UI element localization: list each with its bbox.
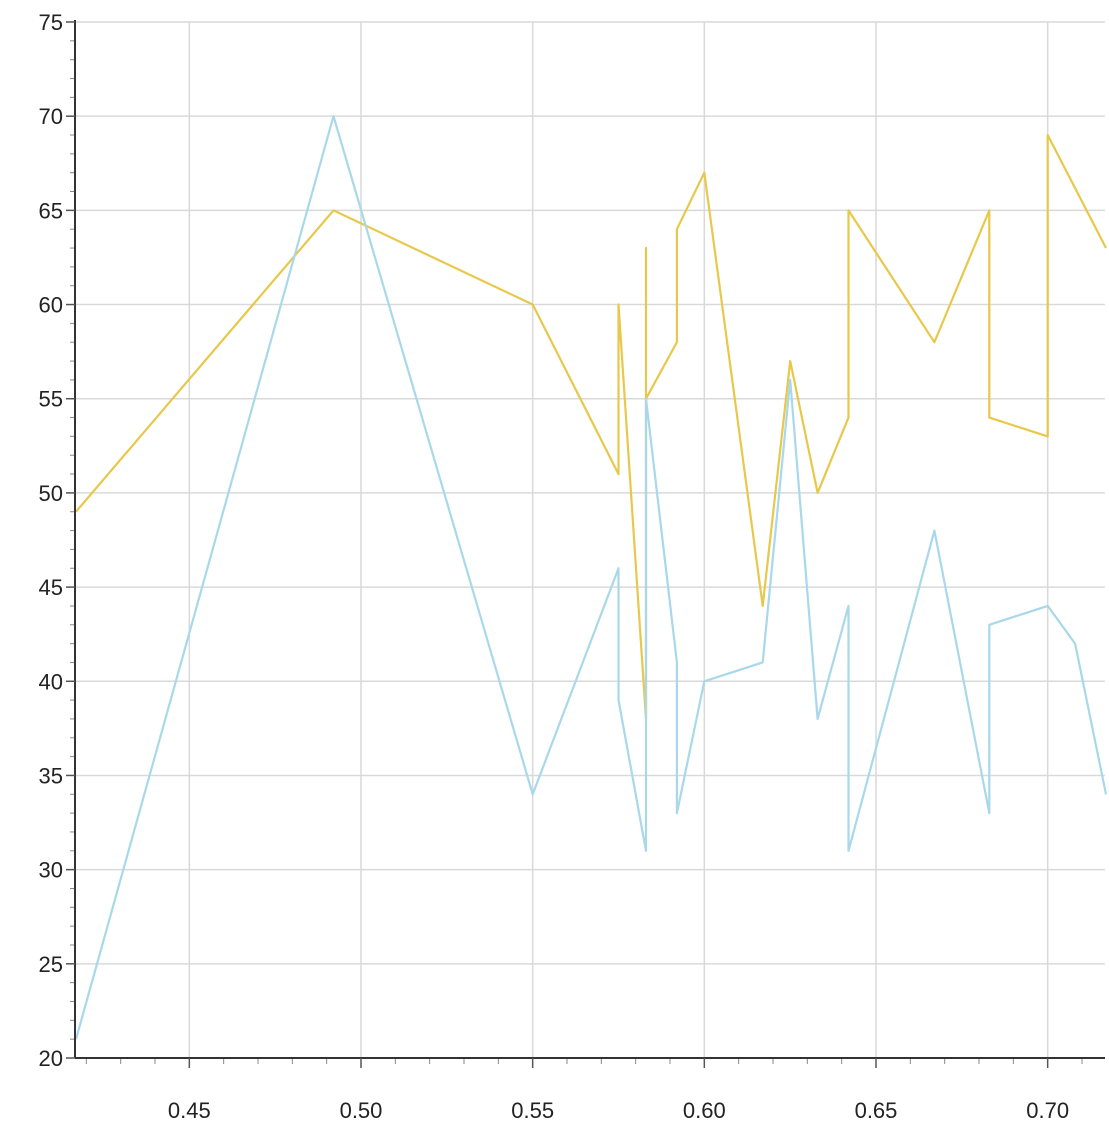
y-tick-label: 45 <box>39 575 63 600</box>
axis-layer <box>66 20 1105 1068</box>
y-tick-label: 25 <box>39 952 63 977</box>
y-tick-label: 35 <box>39 763 63 788</box>
y-tick-label: 40 <box>39 669 63 694</box>
y-tick-label: 55 <box>39 387 63 412</box>
x-tick-label: 0.50 <box>340 1098 383 1123</box>
minor-tick-layer <box>70 40 1083 1064</box>
y-tick-label: 50 <box>39 481 63 506</box>
grid-layer <box>75 21 1105 1058</box>
x-tick-label: 0.60 <box>683 1098 726 1123</box>
y-tick-label: 70 <box>39 104 63 129</box>
series-line-2 <box>74 115 1108 1040</box>
y-tick-label: 20 <box>39 1046 63 1071</box>
x-tick-label: 0.65 <box>855 1098 898 1123</box>
y-tick-label: 30 <box>39 858 63 883</box>
x-tick-label: 0.55 <box>511 1098 554 1123</box>
label-layer: 20 25 30 35 40 45 50 55 60 65 70 75 0.45 0.50 0.55 0.60… <box>39 10 1070 1123</box>
series-layer <box>74 115 1108 1040</box>
y-tick-label: 65 <box>39 198 63 223</box>
y-tick-label: 60 <box>39 293 63 318</box>
x-tick-label: 0.70 <box>1026 1098 1069 1123</box>
x-tick-label: 0.45 <box>168 1098 211 1123</box>
y-tick-label: 75 <box>39 10 63 35</box>
series-line-1 <box>75 133 1107 720</box>
